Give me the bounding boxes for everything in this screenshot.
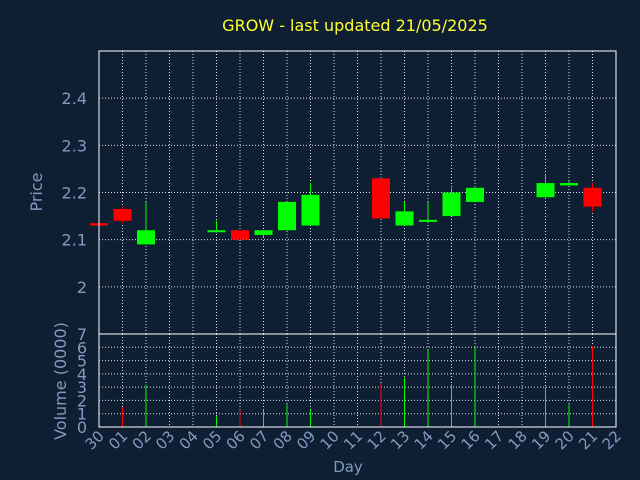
- x-tick-label: 04: [176, 427, 202, 453]
- x-tick-label: 10: [317, 427, 343, 453]
- candle-body-02: [137, 230, 155, 245]
- x-tick-label: 09: [293, 427, 319, 453]
- candle-body-15: [442, 192, 461, 217]
- volume-tick-label: 7: [77, 325, 87, 344]
- price-axis-label: Price: [27, 172, 46, 211]
- x-tick-label: 11: [340, 427, 366, 453]
- volume-panel-frame: [98, 333, 617, 428]
- price-tick-label: 2: [77, 278, 87, 297]
- chart-title: GROW - last updated 21/05/2025: [222, 16, 488, 35]
- x-tick-label: 07: [246, 427, 272, 453]
- candle-body-08: [278, 201, 296, 231]
- x-tick-label: 22: [599, 427, 625, 453]
- x-tick-label: 15: [434, 427, 460, 453]
- candle-body-21: [583, 187, 602, 207]
- x-tick-label: 03: [152, 427, 178, 453]
- volume-tick-label: 6: [77, 338, 87, 357]
- candle-body-14: [419, 219, 437, 222]
- x-axis-label: Day: [333, 458, 363, 476]
- x-tick-label: 05: [199, 427, 225, 453]
- x-tick-label: 12: [364, 427, 390, 453]
- grid-layer: [99, 51, 616, 427]
- x-tick-label: 21: [575, 427, 601, 453]
- volume-tick-label: 5: [77, 352, 87, 371]
- x-tick-label: 19: [528, 427, 554, 453]
- volume-tick-label: 0: [77, 418, 87, 437]
- candle-body-19: [536, 183, 555, 198]
- x-tick-label: 17: [481, 427, 507, 453]
- candle-body-06: [231, 230, 249, 240]
- marks-layer: [90, 173, 602, 427]
- x-tick-label: 08: [270, 427, 296, 453]
- frame-layer: [98, 50, 617, 428]
- candle-body-13: [395, 211, 414, 226]
- volume-tick-label: 3: [77, 378, 87, 397]
- price-tick-label: 2.3: [62, 136, 87, 155]
- x-tick-label: 13: [387, 427, 413, 453]
- price-tick-label: 2.2: [62, 184, 87, 203]
- candle-body-07: [254, 230, 273, 235]
- volume-tick-label: 1: [77, 405, 87, 424]
- price-tick-label: 2.1: [62, 231, 87, 250]
- x-tick-label: 01: [105, 427, 131, 453]
- x-tick-label: 18: [505, 427, 531, 453]
- candle-body-01: [113, 209, 132, 221]
- x-tick-label: 16: [458, 427, 484, 453]
- x-tick-label: 06: [223, 427, 249, 453]
- volume-tick-label: 4: [77, 365, 87, 384]
- candle-body-09: [301, 194, 320, 226]
- candle-body-20: [560, 183, 578, 186]
- volume-axis-label: Volume (0000): [51, 322, 70, 440]
- x-tick-label: 02: [129, 427, 155, 453]
- candle-body-05: [207, 230, 226, 233]
- volume-tick-label: 2: [77, 391, 87, 410]
- candle-body-16: [466, 187, 484, 202]
- x-tick-label: 20: [552, 427, 578, 453]
- candle-body-12: [372, 178, 390, 219]
- x-tick-label: 14: [411, 427, 437, 453]
- price-tick-label: 2.4: [62, 89, 87, 108]
